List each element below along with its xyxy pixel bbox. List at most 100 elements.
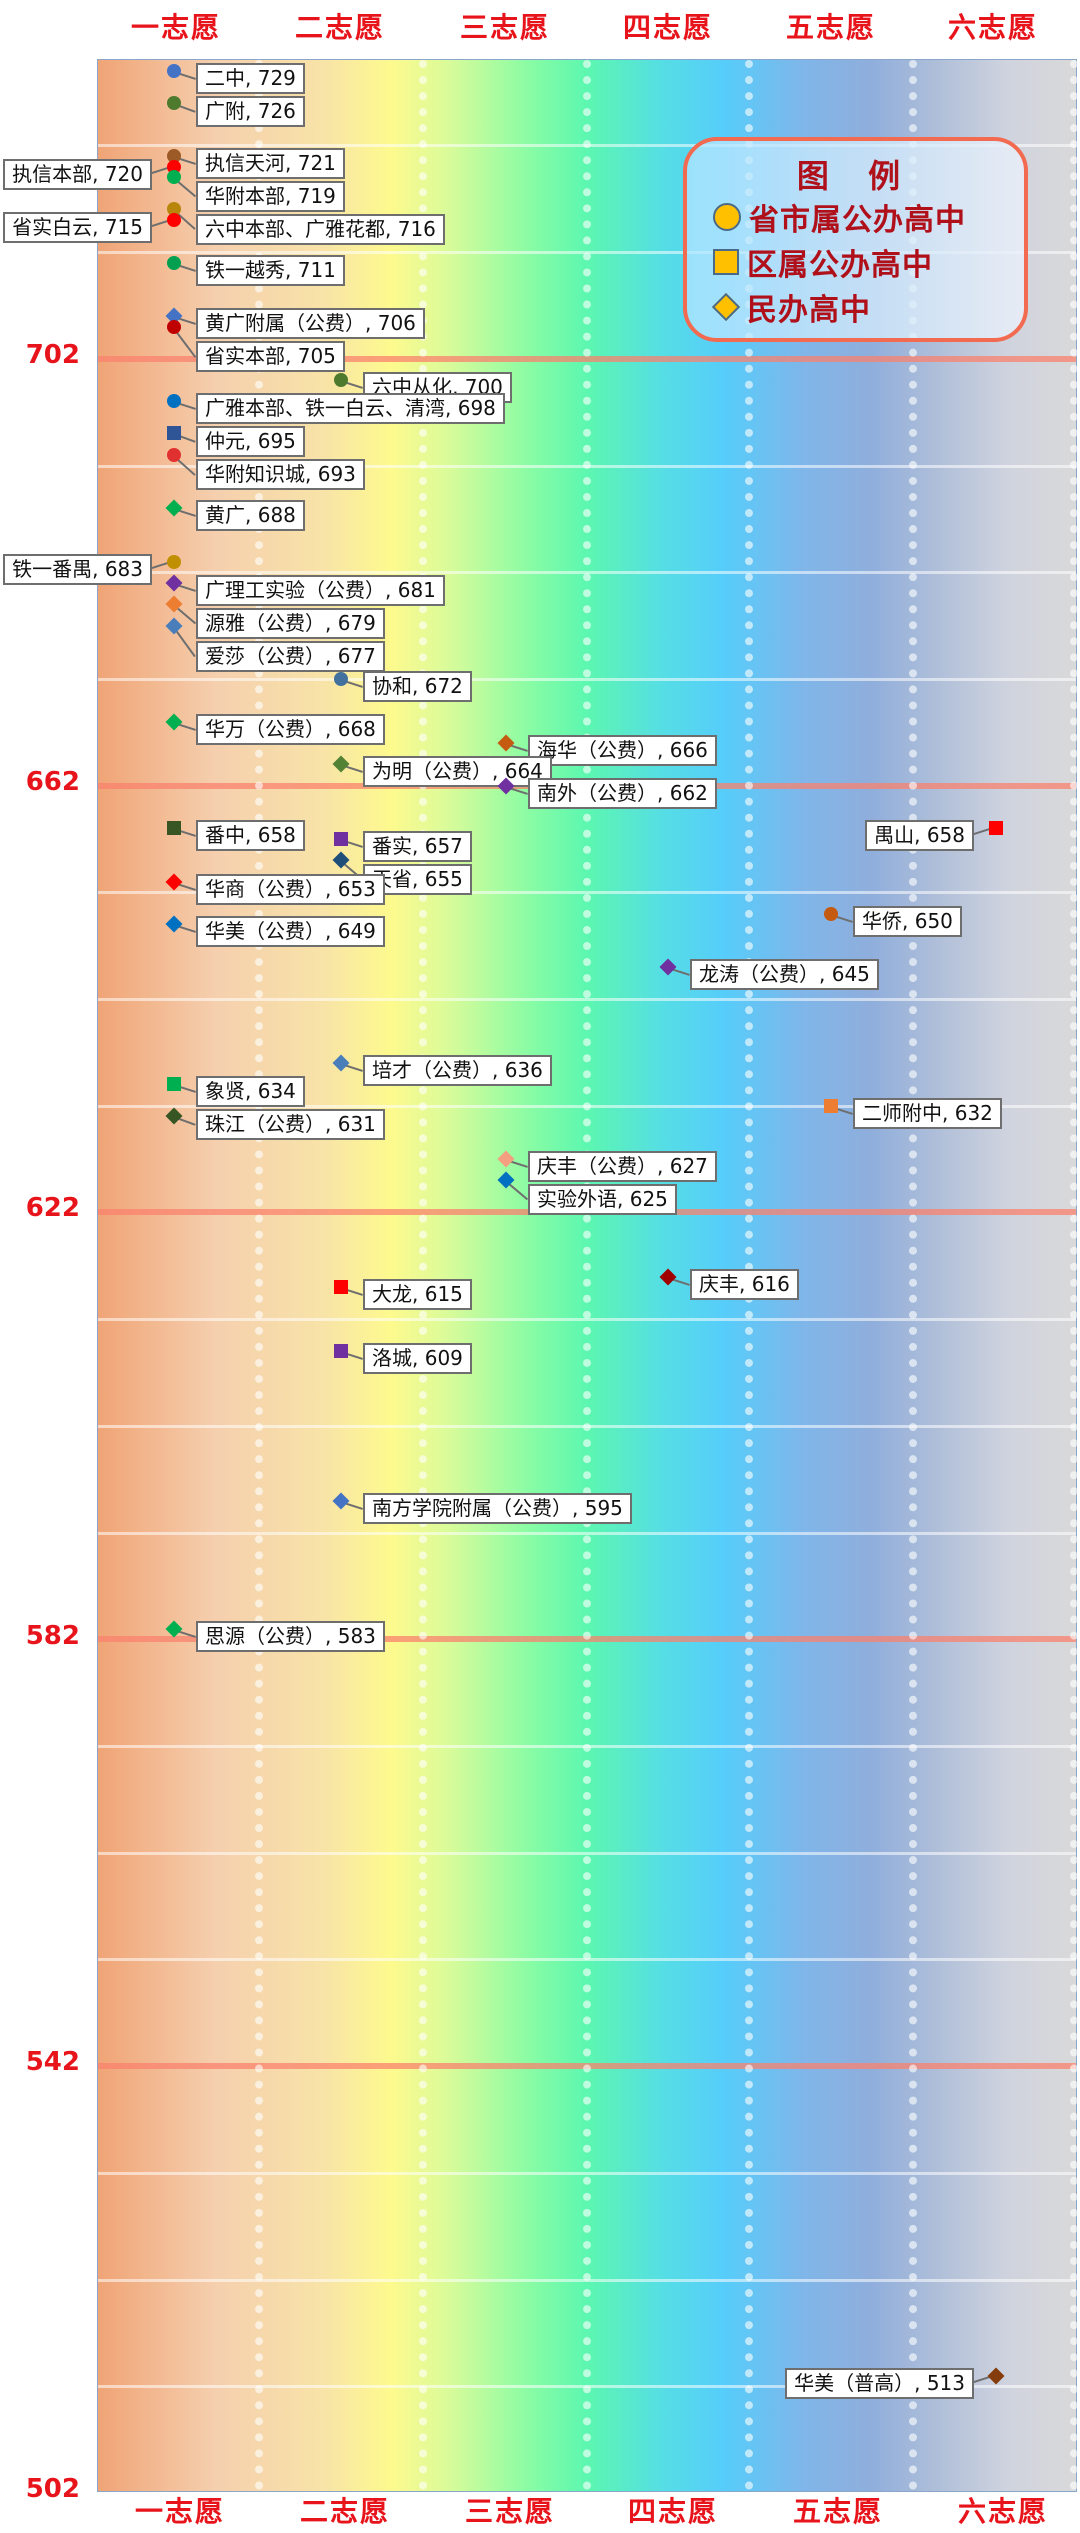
data-label: 仲元, 695 <box>196 426 305 458</box>
diamond-marker-icon <box>332 1054 350 1072</box>
circle-marker-icon <box>167 319 181 334</box>
data-label: 洛城, 609 <box>363 1343 472 1375</box>
y-label-582: 582 <box>25 1621 80 1651</box>
circle-icon <box>713 203 741 231</box>
diamond-marker-icon <box>987 2367 1005 2385</box>
data-label: 华附知识城, 693 <box>196 459 365 491</box>
diamond-marker-icon <box>332 1492 350 1510</box>
square-marker-icon <box>167 426 181 441</box>
data-label: 铁一越秀, 711 <box>196 254 345 286</box>
category-separator <box>1070 60 1078 2491</box>
category-separator <box>419 60 427 2491</box>
data-label: 庆丰, 616 <box>690 1268 799 1300</box>
diamond-marker-icon <box>165 713 183 731</box>
diamond-marker-icon <box>165 915 183 933</box>
square-marker-icon <box>167 1077 181 1092</box>
diamond-marker-icon <box>165 873 183 891</box>
legend-item-district: 区属公办高中 <box>713 242 933 283</box>
circle-marker-icon <box>167 149 181 164</box>
y-label-542: 542 <box>25 2047 80 2077</box>
legend-item-private: 民办高中 <box>711 287 871 328</box>
data-label: 海华（公费）, 666 <box>528 734 717 766</box>
legend-label: 民办高中 <box>747 293 871 328</box>
data-label: 广雅本部、铁一白云、清湾, 698 <box>196 393 505 425</box>
square-marker-icon <box>334 831 348 846</box>
x-label-top-4: 四志愿 <box>622 11 713 44</box>
data-label: 番中, 658 <box>196 820 305 852</box>
x-label-top-5: 五志愿 <box>785 11 876 44</box>
data-label: 培才（公费）, 636 <box>363 1055 552 1087</box>
data-label: 华美（普高）, 513 <box>785 2367 974 2399</box>
y-label-702: 702 <box>25 340 80 370</box>
x-label-bottom-5: 五志愿 <box>792 2495 883 2528</box>
data-label: 华附本部, 719 <box>196 181 345 213</box>
circle-marker-icon <box>334 373 348 388</box>
square-marker-icon <box>167 821 181 836</box>
data-label: 源雅（公费）, 679 <box>196 607 385 639</box>
diamond-marker-icon <box>497 1150 515 1168</box>
data-label: 黄广附属（公费）, 706 <box>196 308 425 340</box>
y-label-622: 622 <box>25 1193 80 1223</box>
x-label-top-1: 一志愿 <box>130 11 221 44</box>
data-label: 南方学院附属（公费）, 595 <box>363 1492 632 1524</box>
data-label: 执信本部, 720 <box>3 158 152 190</box>
square-marker-icon <box>989 821 1003 836</box>
x-label-bottom-4: 四志愿 <box>627 2495 718 2528</box>
plot-area: 二中, 729 广附, 726 执信天河, 721 执信本部, 720 华附本部, 71… <box>3 59 1078 2492</box>
circle-marker-icon <box>167 95 181 110</box>
data-label: 番实, 657 <box>363 830 472 862</box>
diamond-marker-icon <box>165 499 183 517</box>
data-label: 华商（公费）, 653 <box>196 873 385 905</box>
legend-label: 区属公办高中 <box>747 248 933 283</box>
category-separator <box>255 60 263 2491</box>
data-label: 实验外语, 625 <box>528 1184 677 1216</box>
legend-item-provincial: 省市属公办高中 <box>713 197 966 238</box>
data-label: 协和, 672 <box>363 670 472 702</box>
circle-marker-icon <box>167 255 181 270</box>
circle-marker-icon <box>167 447 181 462</box>
x-label-bottom-2: 二志愿 <box>299 2495 390 2528</box>
square-marker-icon <box>334 1344 348 1359</box>
data-label: 华万（公费）, 668 <box>196 713 385 745</box>
circle-marker-icon <box>824 906 838 921</box>
data-label: 为明（公费）, 664 <box>363 756 552 788</box>
x-label-bottom-6: 六志愿 <box>957 2495 1048 2528</box>
data-label: 庆丰（公费）, 627 <box>528 1151 717 1183</box>
data-label: 省实本部, 705 <box>196 341 345 373</box>
square-icon <box>713 249 739 275</box>
category-separator <box>909 60 917 2491</box>
diamond-marker-icon <box>332 755 350 773</box>
legend-title: 图 例 <box>796 157 915 195</box>
data-label: 省实白云, 715 <box>3 212 152 244</box>
data-label: 象贤, 634 <box>196 1076 305 1108</box>
data-label: 爱莎（公费）, 677 <box>196 640 385 672</box>
legend: 图 例 省市属公办高中 区属公办高中 民办高中 <box>683 137 1028 342</box>
data-label: 广理工实验（公费）, 681 <box>196 574 445 606</box>
y-label-502: 502 <box>25 2474 80 2504</box>
x-label-bottom-1: 一志愿 <box>134 2495 225 2528</box>
data-label: 南外（公费）, 662 <box>528 777 717 809</box>
diamond-marker-icon <box>659 958 677 976</box>
circle-marker-icon <box>167 394 181 409</box>
data-label: 二师附中, 632 <box>853 1097 1002 1129</box>
diamond-marker-icon <box>165 1620 183 1638</box>
legend-label: 省市属公办高中 <box>749 203 966 238</box>
diamond-icon <box>711 292 741 322</box>
data-label: 华美（公费）, 649 <box>196 916 385 948</box>
circle-marker-icon <box>167 554 181 569</box>
circle-marker-icon <box>167 213 181 228</box>
square-marker-icon <box>824 1098 838 1113</box>
data-label: 六中本部、广雅花都, 716 <box>196 214 445 246</box>
category-separator <box>583 60 591 2491</box>
diamond-marker-icon <box>659 1268 677 1285</box>
diamond-marker-icon <box>497 734 515 752</box>
data-label: 二中, 729 <box>196 62 305 94</box>
circle-marker-icon <box>167 159 181 174</box>
square-marker-icon <box>334 1280 348 1295</box>
data-label: 铁一番禺, 683 <box>3 553 152 585</box>
data-label: 思源（公费）, 583 <box>196 1620 385 1652</box>
data-label: 执信天河, 721 <box>196 148 345 180</box>
data-label: 大龙, 615 <box>363 1279 472 1311</box>
diamond-marker-icon <box>165 574 183 592</box>
circle-marker-icon <box>167 202 181 217</box>
